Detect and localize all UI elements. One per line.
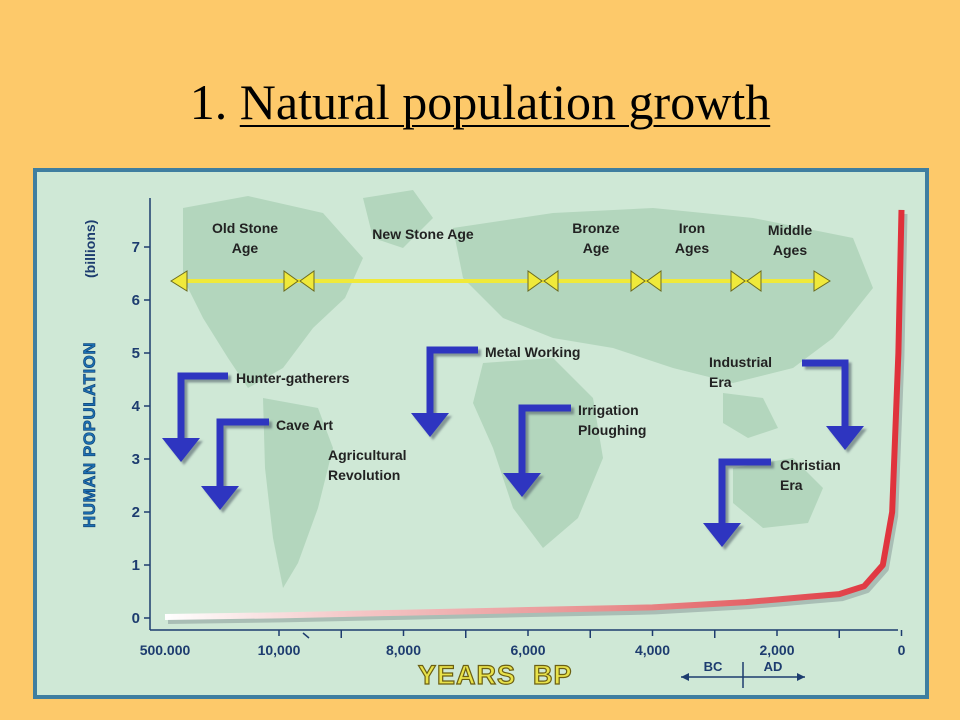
y-tick-label: 3 bbox=[132, 451, 140, 468]
x-tick-label: 6,000 bbox=[510, 642, 545, 658]
event-label-agricultural-2: Revolution bbox=[328, 467, 400, 483]
population-curve-shadow bbox=[167, 213, 908, 624]
y-axis-label: HUMAN POPULATION bbox=[80, 342, 99, 528]
y-axis-title: HUMAN POPULATION (billions) bbox=[80, 220, 100, 529]
era-line-left-arrowhead bbox=[170, 270, 188, 292]
population-series bbox=[164, 209, 908, 624]
arrow-irrigation bbox=[503, 404, 571, 497]
population-curve bbox=[164, 209, 905, 620]
event-label-cave-art: Cave Art bbox=[276, 417, 333, 433]
x-axis-label: YEARS BP bbox=[418, 660, 573, 690]
map-southeast-asia bbox=[723, 393, 778, 438]
event-label-irrigation-1: Irrigation bbox=[578, 402, 639, 418]
event-label-agricultural-1: Agricultural bbox=[328, 447, 407, 463]
slide-title-text: Natural population growth bbox=[239, 74, 771, 130]
era-label-middle-ages-2: Ages bbox=[773, 242, 807, 258]
y-tick-label: 7 bbox=[132, 239, 140, 256]
y-tick-label: 5 bbox=[132, 345, 140, 362]
x-ticks: 500.000 10,000 8,000 6,000 4,000 2,000 0 bbox=[140, 630, 906, 658]
arrow-industrial-era bbox=[802, 359, 864, 450]
arrow-head bbox=[201, 486, 239, 510]
era-label-middle-ages-1: Middle bbox=[768, 222, 813, 238]
y-axis-unit: (billions) bbox=[82, 220, 98, 278]
y-ticks: 0 1 2 3 4 5 6 7 bbox=[132, 239, 150, 627]
era-boundary-arrow bbox=[646, 270, 662, 292]
event-label-irrigation-2: Ploughing bbox=[578, 422, 646, 438]
arrow-shaft bbox=[718, 458, 771, 523]
y-tick-label: 6 bbox=[132, 292, 140, 309]
era-boundary-arrow bbox=[527, 270, 543, 292]
x-tick-label: 4,000 bbox=[635, 642, 670, 658]
event-arrows bbox=[162, 346, 864, 547]
slide-title: 1. Natural population growth bbox=[0, 72, 960, 132]
map-south-america bbox=[263, 398, 333, 588]
x-tick-label: 500.000 bbox=[140, 642, 191, 658]
arrow-shaft bbox=[518, 404, 571, 473]
ad-label: AD bbox=[764, 659, 783, 674]
event-label-christian-2: Era bbox=[780, 477, 803, 493]
x-tick-label: 2,000 bbox=[759, 642, 794, 658]
bc-arrowhead bbox=[681, 673, 689, 681]
bc-ad-marker: BC AD bbox=[681, 659, 805, 688]
y-tick-label: 4 bbox=[132, 398, 141, 415]
arrow-head bbox=[503, 473, 541, 497]
event-label-christian-1: Christian bbox=[780, 457, 841, 473]
era-label-old-stone-age-1: Old Stone bbox=[212, 220, 278, 236]
arrow-head bbox=[162, 438, 200, 462]
era-label-bronze-age-1: Bronze bbox=[572, 220, 620, 236]
arrow-shaft bbox=[216, 418, 269, 486]
arrow-hunter-gatherers bbox=[162, 372, 228, 462]
arrow-cave-art bbox=[201, 418, 269, 510]
event-label-hunter-gatherers: Hunter-gatherers bbox=[236, 370, 350, 386]
era-boundary-arrow bbox=[746, 270, 762, 292]
era-boundaries bbox=[283, 270, 762, 292]
y-tick-label: 1 bbox=[132, 557, 140, 574]
x-tick-label: 10,000 bbox=[258, 642, 301, 658]
event-label-industrial-2: Era bbox=[709, 374, 732, 390]
ad-arrowhead bbox=[797, 673, 805, 681]
x-tick-label: 0 bbox=[898, 642, 906, 658]
map-eurasia bbox=[453, 208, 873, 383]
event-label-industrial-1: Industrial bbox=[709, 354, 772, 370]
arrow-head bbox=[703, 523, 741, 547]
arrow-christian-era bbox=[703, 458, 771, 547]
population-chart: 0 1 2 3 4 5 6 7 500.000 10,000 8,000 6,000 4,000 2,0… bbox=[33, 168, 929, 699]
arrow-shaft bbox=[802, 359, 849, 426]
bc-label: BC bbox=[704, 659, 723, 674]
arrow-metal-working bbox=[411, 346, 478, 437]
era-boundary-arrow bbox=[730, 270, 746, 292]
arrow-shaft bbox=[426, 346, 478, 413]
era-label-iron-ages-2: Ages bbox=[675, 240, 709, 256]
x-axis-break bbox=[302, 632, 310, 639]
arrow-shaft bbox=[177, 372, 228, 438]
era-label-old-stone-age-2: Age bbox=[232, 240, 259, 256]
arrow-head bbox=[411, 413, 449, 437]
era-boundary-arrow bbox=[283, 270, 299, 292]
era-line-right-arrowhead bbox=[813, 270, 831, 292]
era-label-new-stone-age: New Stone Age bbox=[372, 226, 474, 242]
map-north-america bbox=[183, 196, 363, 388]
x-tick-label: 8,000 bbox=[386, 642, 421, 658]
era-label-bronze-age-2: Age bbox=[583, 240, 610, 256]
era-boundary-arrow bbox=[630, 270, 646, 292]
y-tick-label: 0 bbox=[132, 610, 140, 627]
map-australia bbox=[733, 458, 823, 528]
era-boundary-arrow bbox=[543, 270, 559, 292]
arrow-head bbox=[826, 426, 864, 450]
era-boundary-arrow bbox=[299, 270, 315, 292]
event-label-metal-working: Metal Working bbox=[485, 344, 580, 360]
y-tick-label: 2 bbox=[132, 504, 140, 521]
map-greenland bbox=[363, 190, 433, 248]
era-label-iron-ages-1: Iron bbox=[679, 220, 705, 236]
slide-title-number: 1. bbox=[189, 74, 228, 130]
